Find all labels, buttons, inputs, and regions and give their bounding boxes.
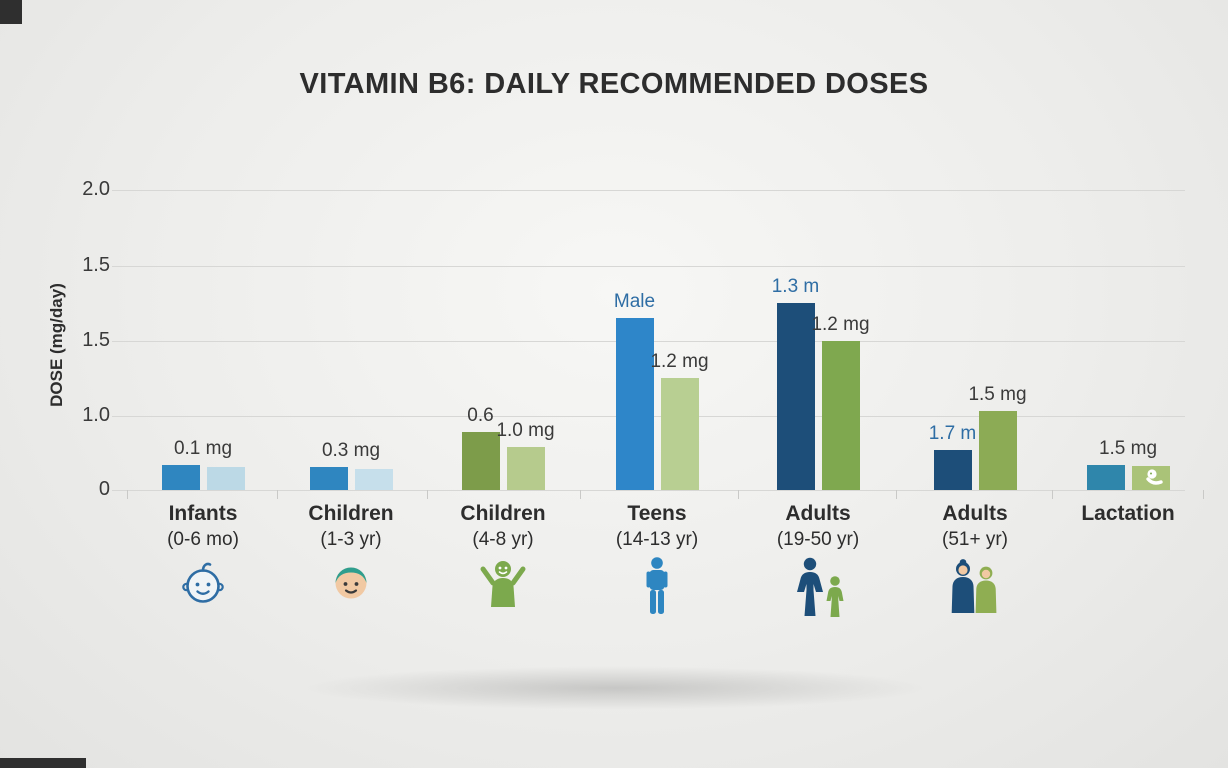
- age-range-label: (4-8 yr): [472, 529, 534, 550]
- bar: [506, 447, 545, 490]
- axis-tick: [580, 490, 581, 499]
- bar-pair-label: 0.1 mg: [173, 438, 233, 459]
- bar-value-label: 1.2 mg: [650, 351, 709, 372]
- corner-artifact-top-left: [0, 0, 22, 24]
- y-axis-tick-label: 0: [98, 478, 110, 501]
- bar: [660, 378, 699, 490]
- y-axis-tick-label: 1.5: [82, 329, 110, 352]
- category-label: Lactation: [1081, 502, 1175, 525]
- axis-tick: [1052, 490, 1053, 499]
- bar-value-label: 1.7 m: [928, 423, 977, 444]
- bar-value-label: 1.0 mg: [496, 420, 555, 441]
- axis-tick: [427, 490, 428, 499]
- y-axis-tick-label: 2.0: [82, 178, 110, 201]
- axis-tick: [738, 490, 739, 499]
- bar-value-label: 1.2 mg: [811, 314, 870, 335]
- nursing-baby-icon: [1144, 467, 1166, 487]
- woman-and-child-icon: [790, 557, 846, 617]
- bar: [1086, 465, 1125, 490]
- age-range-label: (14-13 yr): [615, 529, 699, 550]
- child-arms-up-icon: [476, 557, 530, 607]
- age-range-label: (19-50 yr): [776, 529, 860, 550]
- bar-pair-label: 0.3 mg: [321, 440, 381, 461]
- category-label: Children: [308, 502, 394, 525]
- axis-tick: [896, 490, 897, 499]
- bar: [776, 303, 815, 490]
- category-label: Adults: [785, 502, 851, 525]
- bar: [978, 411, 1017, 490]
- age-range-label: (0-6 mo): [167, 529, 239, 550]
- bar: [821, 341, 860, 490]
- category-label: Infants: [168, 502, 238, 525]
- y-axis-tick-label: 1.0: [82, 404, 110, 427]
- elderly-couple-icon: [946, 557, 1004, 613]
- axis-tick: [277, 490, 278, 499]
- child-face-icon: [327, 557, 375, 605]
- axis-tick: [1203, 490, 1204, 499]
- male-figure-icon: [644, 557, 670, 615]
- ground-shadow: [300, 666, 930, 710]
- bar: [1131, 466, 1170, 490]
- corner-artifact-bottom-left: [0, 758, 86, 768]
- baby-face-icon: [179, 557, 227, 607]
- age-range-label: (51+ yr): [942, 529, 1008, 550]
- bar-pair-label: 1.5 mg: [1098, 438, 1158, 459]
- category-label: Adults: [942, 502, 1008, 525]
- chart-title: VITAMIN B6: DAILY RECOMMENDED DOSES: [299, 68, 929, 100]
- category-label: Teens: [627, 502, 687, 525]
- bar: [161, 465, 200, 490]
- gridline: [112, 266, 1185, 267]
- age-range-label: (1-3 yr): [320, 529, 382, 550]
- bar-value-label: 1.3 m: [771, 276, 820, 297]
- bar-value-label: Male: [613, 291, 656, 312]
- bar: [354, 469, 393, 490]
- category-label: Children: [460, 502, 546, 525]
- y-axis-tick-label: 1.5: [82, 254, 110, 277]
- bar: [309, 467, 348, 490]
- gridline: [112, 490, 1185, 491]
- bar: [615, 318, 654, 490]
- bar: [461, 432, 500, 490]
- axis-tick: [127, 490, 128, 499]
- bar: [933, 450, 972, 490]
- bar-value-label: 0.6: [467, 405, 494, 426]
- bar: [206, 467, 245, 490]
- bar-value-label: 1.5 mg: [968, 384, 1027, 405]
- gridline: [112, 190, 1185, 191]
